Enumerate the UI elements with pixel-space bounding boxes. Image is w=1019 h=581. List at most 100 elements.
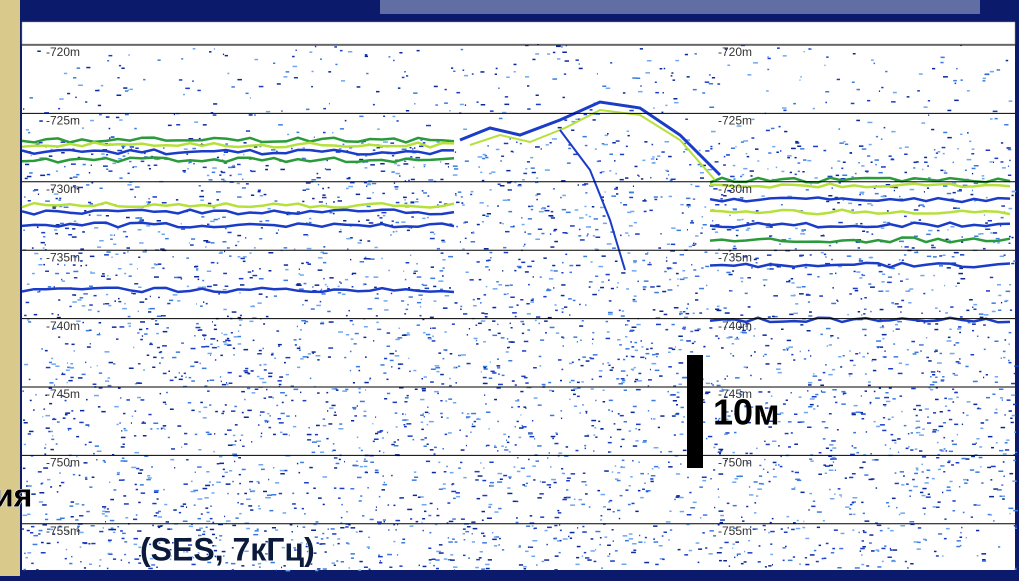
echo-dot	[693, 243, 695, 245]
echo-dot	[933, 506, 936, 508]
echo-dot	[890, 548, 891, 550]
echo-dot	[271, 494, 276, 496]
echo-dot	[510, 297, 515, 299]
echo-dot	[638, 281, 639, 283]
echo-dot	[269, 270, 272, 272]
echo-dot	[417, 302, 421, 304]
echo-dot	[935, 323, 938, 325]
echo-dot	[858, 311, 860, 313]
echo-dot	[1001, 484, 1003, 486]
echo-dot	[617, 359, 619, 361]
echo-dot	[577, 341, 578, 343]
echo-dot	[831, 167, 833, 169]
echo-dot	[603, 363, 604, 365]
echo-dot	[373, 276, 378, 278]
echo-dot	[150, 428, 152, 430]
echo-dot	[998, 295, 1001, 297]
echo-dot	[164, 268, 165, 270]
echo-dot	[423, 332, 425, 334]
echo-dot	[223, 289, 227, 291]
echo-dot	[671, 244, 675, 246]
echo-dot	[387, 432, 388, 434]
echo-dot	[523, 246, 525, 248]
echo-dot	[135, 484, 137, 486]
echo-dot	[473, 528, 478, 530]
echo-dot	[1011, 422, 1014, 424]
echo-dot	[328, 187, 330, 189]
echo-dot	[894, 187, 898, 189]
echo-dot	[997, 242, 1000, 244]
echo-dot	[961, 241, 963, 243]
echo-dot	[570, 532, 575, 534]
echo-dot	[162, 234, 165, 236]
echo-dot	[458, 191, 462, 193]
echo-dot	[329, 277, 333, 279]
echo-dot	[680, 311, 683, 313]
echo-dot	[63, 417, 66, 419]
echo-dot	[209, 51, 212, 53]
echo-dot	[135, 148, 138, 150]
echo-dot	[383, 141, 388, 143]
echo-dot	[250, 306, 255, 308]
echo-dot	[623, 204, 627, 206]
echo-dot	[966, 415, 968, 417]
echo-dot	[402, 539, 405, 541]
echo-dot	[960, 134, 962, 136]
echo-dot	[514, 71, 516, 73]
echo-dot	[632, 503, 635, 505]
echo-dot	[720, 519, 725, 521]
echo-dot	[508, 211, 512, 213]
echo-dot	[432, 340, 436, 342]
echo-dot	[411, 216, 414, 218]
echo-dot	[712, 384, 713, 386]
echo-dot	[669, 279, 671, 281]
echo-dot	[405, 203, 408, 205]
echo-dot	[797, 146, 801, 148]
echo-dot	[228, 445, 233, 447]
echo-dot	[701, 267, 703, 269]
echo-dot	[807, 274, 812, 276]
echo-dot	[158, 516, 162, 518]
echo-dot	[814, 177, 817, 179]
echo-dot	[299, 269, 300, 271]
echo-dot	[29, 431, 34, 433]
echo-dot	[585, 493, 588, 495]
echo-dot	[211, 242, 215, 244]
echo-dot	[888, 557, 892, 559]
echo-dot	[547, 206, 549, 208]
echo-dot	[204, 497, 208, 499]
echo-dot	[44, 447, 46, 449]
echo-dot	[794, 444, 798, 446]
echo-dot	[181, 278, 183, 280]
echo-dot	[176, 351, 180, 353]
echo-dot	[407, 395, 409, 397]
echo-dot	[183, 503, 186, 505]
echo-dot	[242, 412, 244, 414]
echo-dot	[769, 481, 771, 483]
echo-dot	[207, 175, 210, 177]
echo-dot	[65, 228, 69, 230]
echo-dot	[882, 325, 884, 327]
echo-dot	[23, 108, 24, 110]
echo-dot	[265, 169, 268, 171]
echo-dot	[773, 476, 777, 478]
echo-dot	[275, 482, 279, 484]
echo-dot	[384, 398, 387, 400]
echo-dot	[75, 97, 77, 99]
echo-dot	[679, 497, 684, 499]
echo-dot	[306, 262, 309, 264]
echo-dot	[209, 179, 213, 181]
echo-dot	[976, 505, 981, 507]
echo-dot	[437, 248, 440, 250]
echo-dot	[837, 301, 838, 303]
echo-dot	[791, 471, 793, 473]
echo-dot	[106, 116, 110, 118]
echo-dot	[340, 50, 343, 52]
echo-dot	[595, 436, 597, 438]
echo-dot	[223, 309, 226, 311]
echo-dot	[849, 375, 850, 377]
echo-dot	[865, 171, 869, 173]
echo-dot	[832, 389, 837, 391]
echo-dot	[458, 366, 460, 368]
echo-dot	[923, 293, 925, 295]
